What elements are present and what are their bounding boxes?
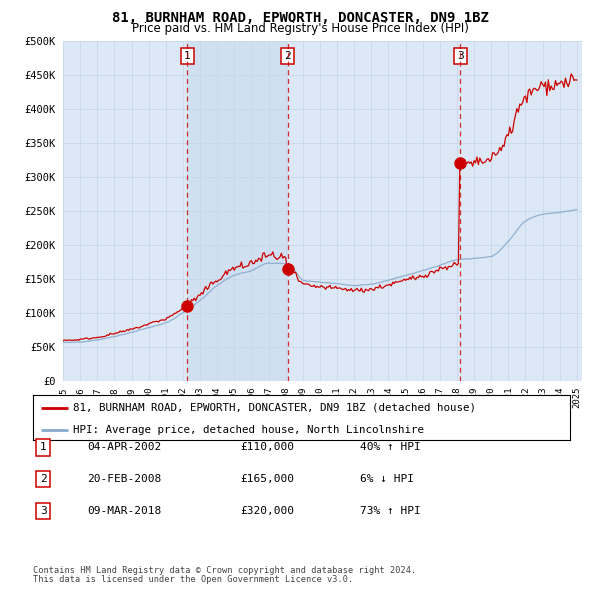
Text: 1: 1: [184, 51, 191, 61]
Text: HPI: Average price, detached house, North Lincolnshire: HPI: Average price, detached house, Nort…: [73, 425, 424, 435]
Text: This data is licensed under the Open Government Licence v3.0.: This data is licensed under the Open Gov…: [33, 575, 353, 584]
Text: 04-APR-2002: 04-APR-2002: [87, 442, 161, 452]
Text: 73% ↑ HPI: 73% ↑ HPI: [360, 506, 421, 516]
Text: £320,000: £320,000: [240, 506, 294, 516]
Text: 3: 3: [457, 51, 464, 61]
Text: 81, BURNHAM ROAD, EPWORTH, DONCASTER, DN9 1BZ (detached house): 81, BURNHAM ROAD, EPWORTH, DONCASTER, DN…: [73, 403, 476, 412]
Text: 40% ↑ HPI: 40% ↑ HPI: [360, 442, 421, 452]
Text: Price paid vs. HM Land Registry's House Price Index (HPI): Price paid vs. HM Land Registry's House …: [131, 22, 469, 35]
Text: 6% ↓ HPI: 6% ↓ HPI: [360, 474, 414, 484]
Text: 81, BURNHAM ROAD, EPWORTH, DONCASTER, DN9 1BZ: 81, BURNHAM ROAD, EPWORTH, DONCASTER, DN…: [112, 11, 488, 25]
Text: 09-MAR-2018: 09-MAR-2018: [87, 506, 161, 516]
Bar: [187, 41, 288, 381]
Text: £165,000: £165,000: [240, 474, 294, 484]
Text: Contains HM Land Registry data © Crown copyright and database right 2024.: Contains HM Land Registry data © Crown c…: [33, 566, 416, 575]
Text: 3: 3: [40, 506, 47, 516]
Text: 1: 1: [40, 442, 47, 452]
Text: 2: 2: [284, 51, 291, 61]
Text: £110,000: £110,000: [240, 442, 294, 452]
Text: 2: 2: [40, 474, 47, 484]
Text: 20-FEB-2008: 20-FEB-2008: [87, 474, 161, 484]
